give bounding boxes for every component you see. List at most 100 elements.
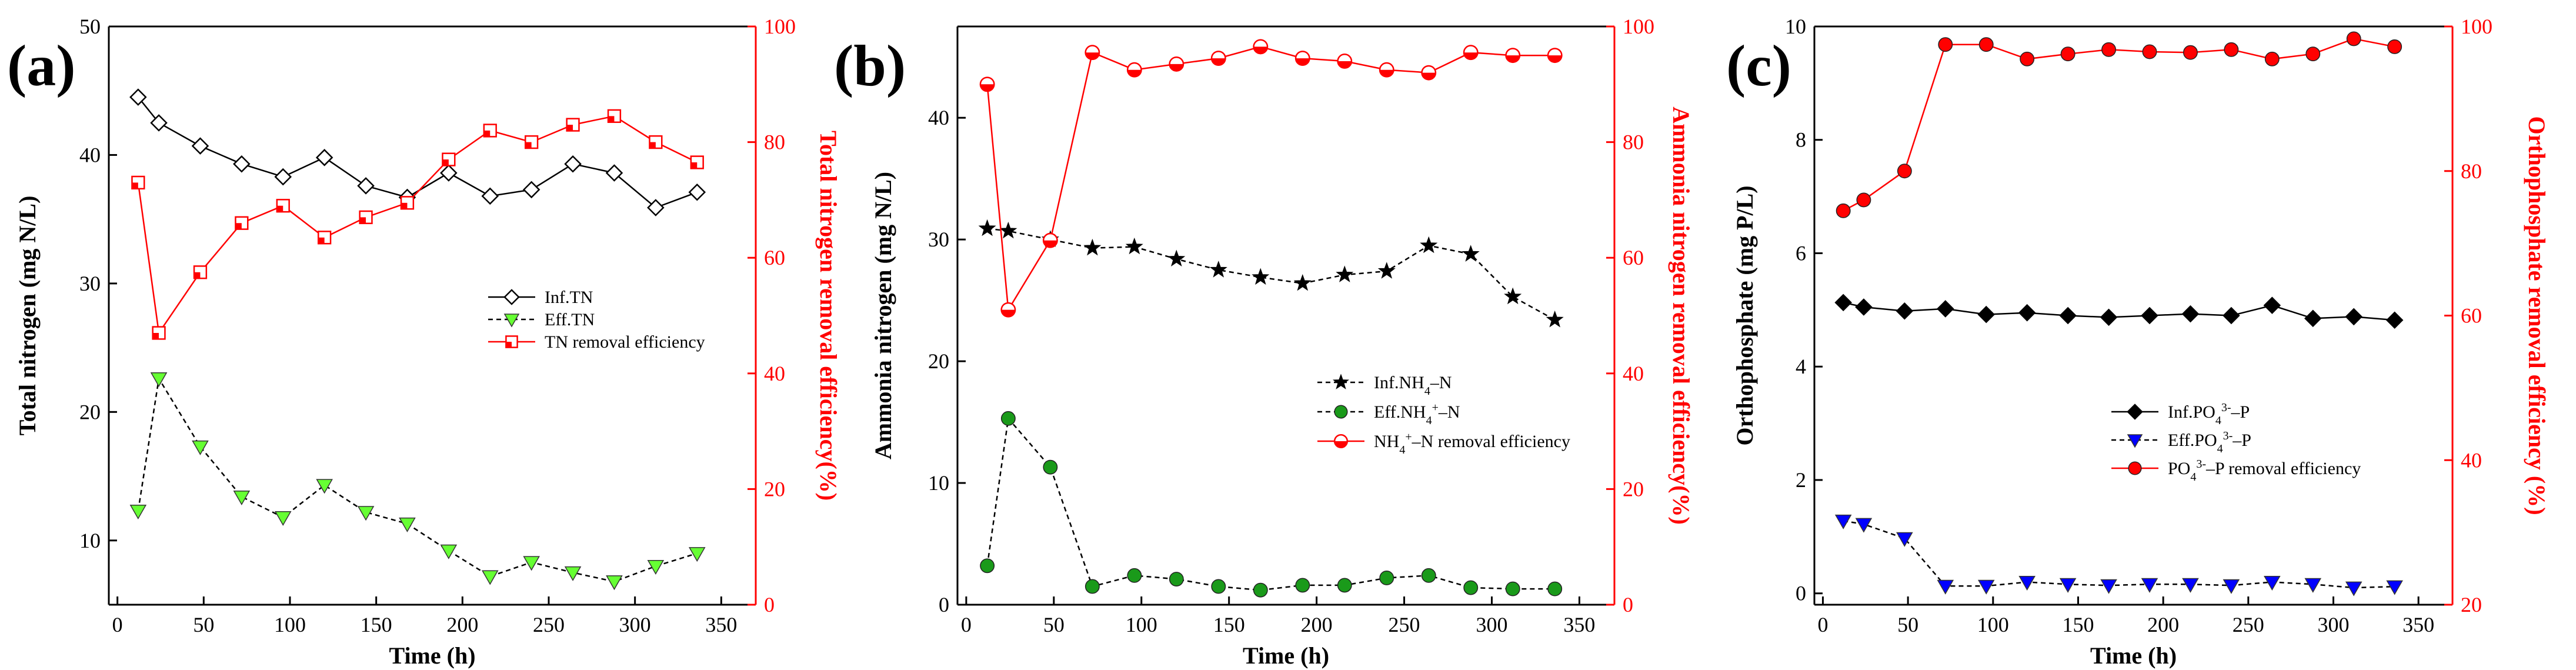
data-point (2345, 581, 2363, 596)
x-tick-label: 250 (2233, 613, 2264, 636)
data-point (192, 440, 209, 455)
y-tick-label-right: 40 (2461, 448, 2482, 472)
data-point (1209, 261, 1227, 278)
data-point (1546, 310, 1564, 328)
panel-label: (b) (834, 33, 906, 98)
series-2 (131, 109, 704, 340)
x-tick-label: 150 (1213, 613, 1245, 636)
x-tick-label: 350 (1563, 613, 1595, 636)
data-point (2181, 305, 2200, 323)
legend-label: PO43-–P removal efficiency (2168, 458, 2361, 484)
data-point (1547, 581, 1563, 596)
data-point (1083, 238, 1102, 256)
data-point (1836, 203, 1851, 218)
series-0 (978, 219, 1564, 328)
data-point (1463, 45, 1479, 61)
x-tick-label: 200 (2147, 613, 2179, 636)
data-point (1855, 518, 1873, 533)
data-point (1295, 578, 1310, 593)
data-point (315, 149, 333, 166)
data-point (2183, 45, 2198, 60)
y-tick-label-right: 80 (764, 131, 785, 154)
legend-label: NH4+–N removal efficiency (1374, 431, 1570, 456)
x-tick-label: 300 (619, 613, 651, 636)
data-point (523, 556, 540, 571)
data-point (1085, 45, 1100, 61)
x-tick-label: 350 (705, 613, 737, 636)
data-point (605, 164, 623, 182)
data-point (1977, 579, 1995, 595)
series-0 (1834, 294, 2404, 329)
x-axis-title: Time (h) (1243, 642, 1329, 669)
series-line (986, 416, 1555, 591)
data-point (2100, 308, 2118, 326)
series-line (137, 376, 698, 582)
data-point (2142, 44, 2157, 59)
data-point (150, 372, 168, 388)
data-point (440, 544, 458, 559)
data-point (1855, 298, 1873, 316)
data-point (1293, 274, 1312, 291)
legend-label: Eff.PO43-–P (2168, 429, 2251, 455)
data-point (647, 199, 665, 216)
x-tick-label: 350 (2403, 613, 2434, 636)
y-tick-label-left: 4 (1796, 355, 1806, 378)
panel-label: (c) (1726, 33, 1791, 98)
data-point (2059, 306, 2077, 325)
x-tick-label: 100 (1126, 613, 1157, 636)
x-tick-label: 100 (274, 613, 306, 636)
data-point (2263, 296, 2281, 314)
data-point (2224, 42, 2239, 57)
data-point (1337, 578, 1352, 593)
chart-panel-b: 0 50 100 150 200 250 300 350 0 10 20 30 40 0 20 40 60 80 1… (834, 15, 1694, 669)
x-tick-label: 50 (1043, 613, 1065, 636)
x-tick-label: 0 (1817, 613, 1828, 636)
data-point (2060, 46, 2076, 62)
y-tick-label-left: 8 (1796, 128, 1806, 152)
data-point (1169, 56, 1184, 72)
data-point (359, 210, 373, 225)
y-axis-title-right: Orthophosphate removal efficiency (%) (2524, 116, 2550, 515)
x-tick-label: 150 (361, 613, 392, 636)
y-tick-label-left: 30 (928, 228, 949, 251)
data-point (233, 491, 251, 506)
data-point (481, 187, 499, 205)
series-1 (1834, 514, 2403, 596)
data-point (999, 221, 1017, 239)
data-point (1211, 579, 1226, 594)
series-line (1843, 520, 2395, 589)
y-tick-label-left: 2 (1796, 468, 1806, 492)
data-point (2141, 578, 2158, 593)
data-point (2346, 31, 2361, 46)
data-point (2020, 51, 2035, 66)
legend-marker (1334, 405, 1348, 419)
data-point (1504, 287, 1522, 305)
data-point (2264, 575, 2281, 591)
data-point (1834, 294, 1852, 312)
data-point (357, 506, 375, 521)
y-tick-label-left: 30 (79, 272, 101, 295)
y-tick-label-left: 10 (79, 529, 101, 552)
data-point (1937, 300, 1954, 318)
data-point (276, 199, 290, 213)
y-axis-title-left: Orthophosphate (mg P/L) (1731, 185, 1758, 445)
data-point (1000, 411, 1016, 426)
x-tick-label: 0 (112, 613, 123, 636)
y-tick-label-right: 0 (1623, 593, 1633, 616)
data-point (688, 547, 706, 562)
data-point (1505, 48, 1521, 64)
panel-label: (a) (7, 33, 76, 98)
data-point (483, 124, 497, 138)
data-point (1253, 39, 1269, 55)
x-tick-label: 300 (2317, 613, 2349, 636)
y-tick-label-right: 60 (1623, 246, 1644, 269)
data-point (2223, 579, 2240, 594)
chart-panel-c: 0 50 100 150 200 250 300 350 0 2 4 6 8 10 20 40 60 80 100 T… (1726, 15, 2550, 669)
data-point (1379, 62, 1394, 78)
y-tick-label-left: 10 (1785, 15, 1806, 38)
legend-label: Inf.PO43-–P (2168, 401, 2250, 427)
data-point (1463, 580, 1479, 595)
data-point (566, 118, 580, 132)
data-point (2018, 304, 2036, 322)
legend-marker (2127, 434, 2143, 448)
